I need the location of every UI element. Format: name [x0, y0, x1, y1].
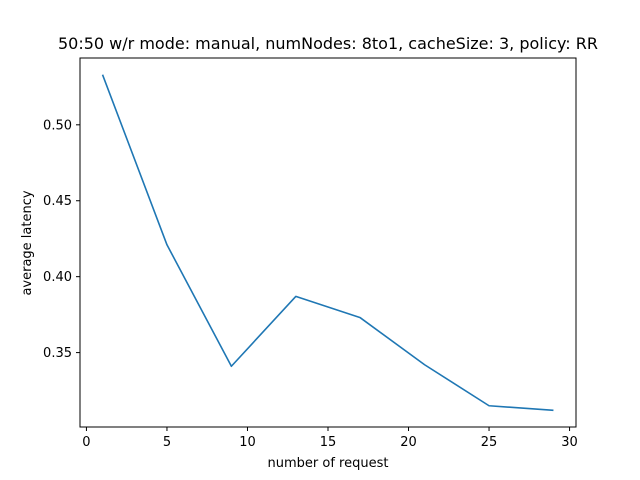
chart-title: 50:50 w/r mode: manual, numNodes: 8to1, … — [58, 34, 598, 53]
x-axis: 0 5 10 15 20 25 30 — [82, 427, 578, 450]
x-tick-label: 25 — [481, 435, 498, 450]
x-tick-label: 10 — [239, 435, 256, 450]
y-axis: 0.35 0.40 0.45 0.50 — [43, 118, 80, 361]
y-axis-label: average latency — [20, 190, 35, 295]
y-tick-label: 0.45 — [43, 194, 72, 209]
y-tick-label: 0.50 — [43, 118, 72, 133]
y-tick-label: 0.35 — [43, 346, 72, 361]
plot-frame — [79, 57, 577, 428]
plot-area — [79, 57, 577, 428]
x-tick-label: 30 — [561, 435, 578, 450]
x-tick-label: 0 — [82, 435, 90, 450]
series-line — [101, 74, 554, 412]
x-tick-label: 15 — [320, 435, 337, 450]
x-tick-label: 5 — [163, 435, 171, 450]
y-tick-label: 0.40 — [43, 270, 72, 285]
x-axis-label: number of request — [268, 456, 389, 471]
x-tick-label: 20 — [400, 435, 417, 450]
